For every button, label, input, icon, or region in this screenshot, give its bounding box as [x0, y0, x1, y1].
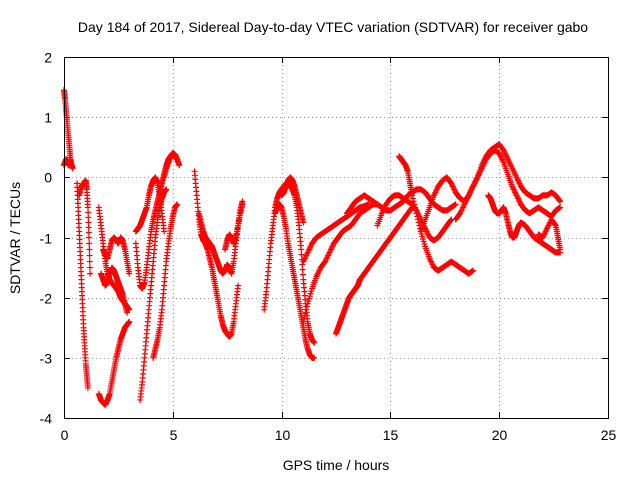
data-point — [124, 309, 131, 316]
data-point — [301, 315, 308, 322]
series-arc19 — [278, 174, 307, 226]
data-point — [412, 207, 419, 214]
series-arc13 — [161, 150, 183, 181]
data-point — [85, 229, 92, 236]
data-point — [161, 228, 168, 235]
data-point — [409, 192, 416, 199]
y-tick-label: -2 — [40, 291, 53, 307]
data-point — [299, 271, 306, 278]
data-point — [163, 186, 170, 193]
data-point — [470, 267, 477, 274]
series-arc1 — [61, 87, 76, 172]
series-arc4 — [76, 177, 94, 277]
series-arc29 — [535, 216, 564, 253]
data-point — [303, 303, 310, 310]
data-point — [410, 198, 417, 205]
data-point — [414, 213, 421, 220]
data-point — [412, 204, 419, 211]
series-arc27 — [452, 147, 564, 223]
data-point — [303, 306, 310, 313]
data-point — [126, 318, 133, 325]
data-point — [126, 270, 133, 277]
data-point — [557, 198, 564, 205]
data-point — [86, 240, 93, 247]
data-point — [86, 246, 93, 253]
x-axis-label: GPS time / hours — [283, 457, 390, 473]
series-arc8 — [97, 264, 131, 316]
y-tick-label: 0 — [44, 170, 52, 186]
data-points — [61, 87, 564, 408]
x-tick-label: 10 — [275, 427, 291, 443]
data-point — [557, 204, 564, 211]
data-point — [84, 384, 91, 391]
series-arc18 — [272, 201, 318, 361]
y-tick-label: -4 — [40, 411, 53, 427]
series-arc28 — [485, 192, 564, 256]
data-point — [85, 224, 92, 231]
data-point — [86, 252, 93, 259]
data-point — [87, 270, 94, 277]
data-point — [556, 197, 563, 204]
data-point — [300, 219, 307, 226]
y-tick-label: -3 — [40, 351, 53, 367]
series-arc25 — [396, 153, 477, 277]
series-arc7 — [100, 234, 133, 277]
data-point — [239, 201, 246, 208]
data-point — [67, 156, 74, 163]
data-point — [300, 318, 307, 325]
data-point — [301, 312, 308, 319]
series-arc16 — [222, 201, 246, 253]
data-point — [311, 354, 318, 361]
data-point — [298, 251, 305, 258]
data-point — [409, 195, 416, 202]
data-point — [299, 261, 306, 268]
data-point — [452, 201, 459, 208]
data-point — [415, 219, 422, 226]
data-point — [557, 246, 564, 253]
series-arc20 — [300, 201, 381, 325]
data-point — [552, 221, 559, 228]
data-point — [413, 210, 420, 217]
series-arc22 — [333, 204, 416, 337]
data-point — [298, 246, 305, 253]
data-point — [299, 266, 306, 273]
data-point — [86, 234, 93, 241]
plot-frame — [64, 57, 609, 419]
series-arc12 — [150, 201, 181, 361]
data-point — [414, 216, 421, 223]
series-arc24 — [374, 192, 455, 244]
series-arc15 — [195, 198, 246, 277]
tick-labels: 0 5 10 15 20 25 -4 -3 -2 -1 0 1 2 — [40, 50, 617, 444]
x-tick-label: 0 — [61, 427, 69, 443]
data-point — [85, 209, 92, 216]
data-point — [365, 201, 372, 208]
data-point — [86, 264, 93, 271]
x-tick-label: 5 — [170, 427, 178, 443]
data-point — [85, 214, 92, 221]
data-point — [311, 339, 318, 346]
x-tick-label: 20 — [492, 427, 508, 443]
chart-title: Day 184 of 2017, Sidereal Day-to-day VTE… — [78, 19, 588, 35]
y-tick-label: 1 — [44, 110, 52, 126]
x-tick-label: 25 — [601, 427, 617, 443]
data-point — [69, 165, 76, 172]
data-point — [302, 309, 309, 316]
data-point — [235, 282, 242, 289]
x-tick-label: 15 — [383, 427, 399, 443]
data-point — [176, 162, 183, 169]
y-tick-label: 2 — [44, 50, 52, 66]
data-point — [174, 201, 181, 208]
y-axis-label: SDTVAR / TECUs — [7, 182, 23, 294]
data-point — [86, 258, 93, 265]
data-point — [447, 217, 454, 224]
y-tick-label: -1 — [40, 231, 53, 247]
data-point — [85, 219, 92, 226]
data-point — [411, 201, 418, 208]
series-arc11 — [132, 174, 168, 235]
series-arc14 — [191, 168, 242, 340]
series-arc5 — [95, 318, 133, 408]
data-point — [84, 204, 91, 211]
